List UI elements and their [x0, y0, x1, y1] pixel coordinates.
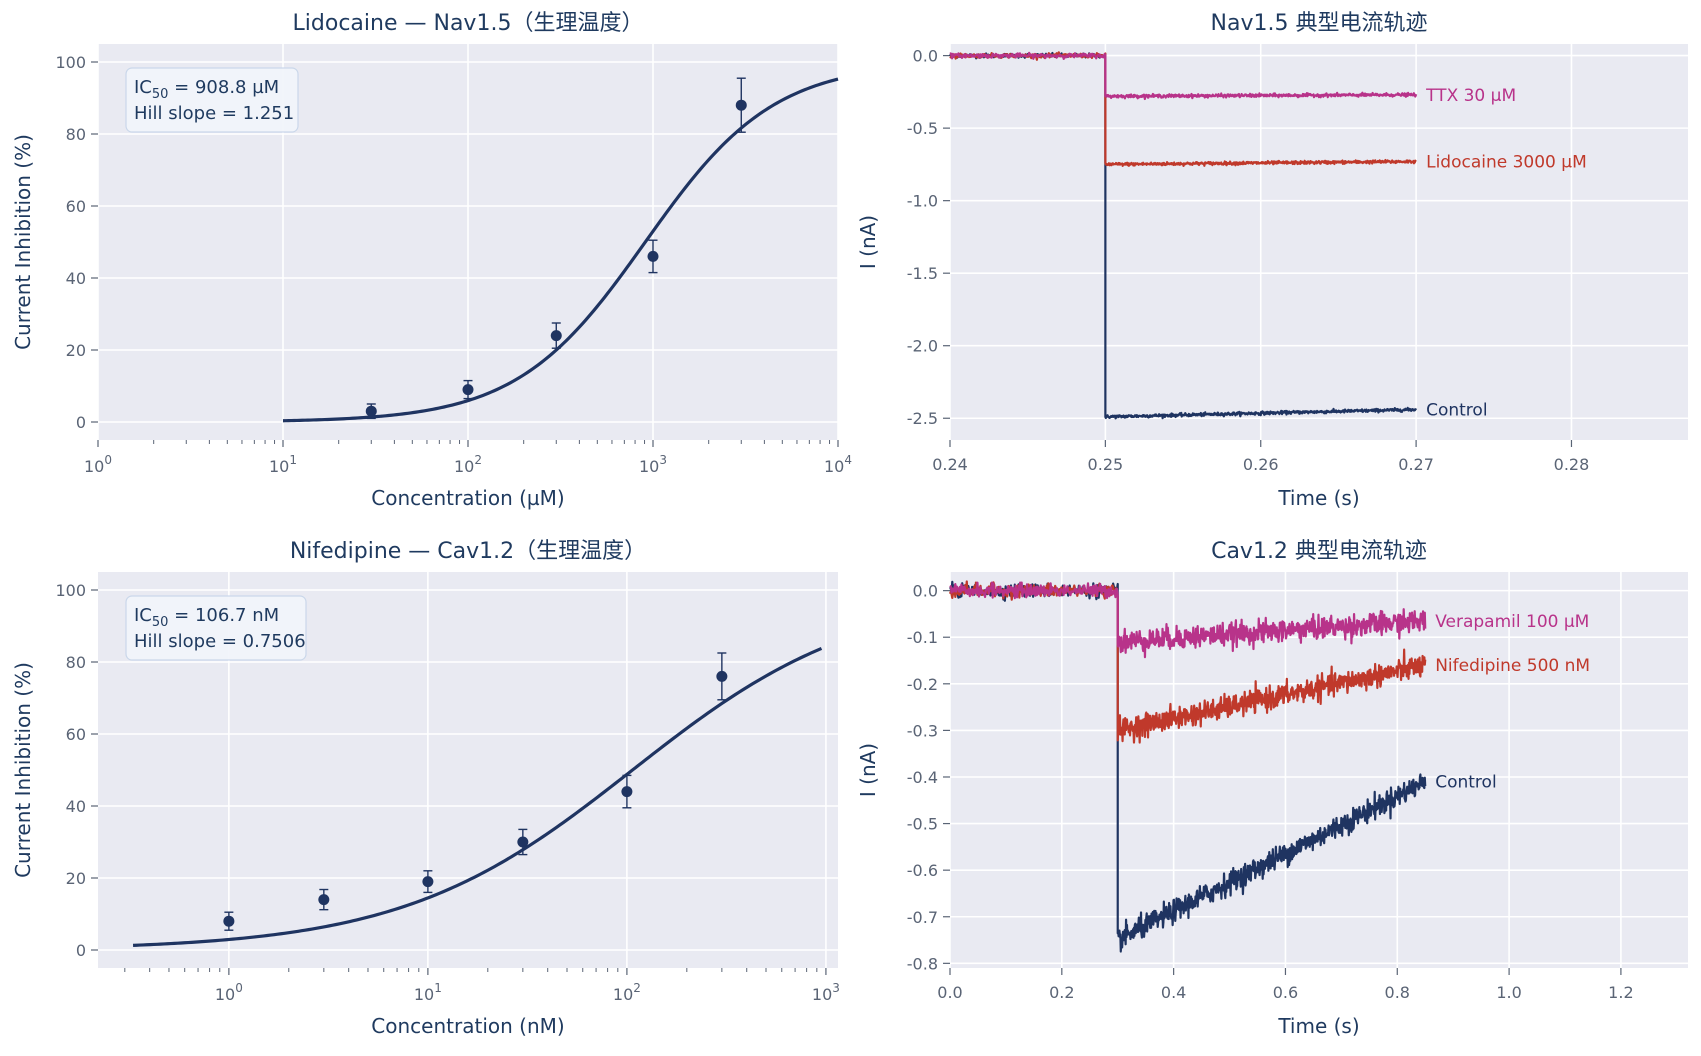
series-label: Control	[1435, 773, 1496, 793]
y-tick-label: -0.4	[907, 768, 938, 787]
annotation-box	[125, 595, 307, 661]
y-tick-label: 20	[66, 341, 86, 360]
series-label: TTX 30 µM	[1425, 86, 1516, 106]
trace-magenta	[949, 581, 1427, 659]
x-tick-label: 1.0	[1496, 983, 1521, 1002]
y-tick-label: -1.0	[907, 192, 938, 211]
y-tick-label: -0.7	[907, 908, 938, 927]
x-axis-label: Time (s)	[1277, 1014, 1359, 1038]
ic50-text: IC50 = 908.8 µM	[134, 77, 279, 102]
x-tick-label: 0.2	[1049, 983, 1074, 1002]
y-tick-label: 0	[76, 941, 86, 960]
x-tick-label: 0.28	[1554, 455, 1590, 474]
trace-magenta	[949, 51, 1418, 101]
y-tick-label: 40	[66, 797, 86, 816]
data-point	[647, 250, 659, 262]
data-point	[550, 330, 562, 342]
chart-title: Cav1.2 典型电流轨迹	[1211, 539, 1427, 564]
fit-curve	[282, 77, 839, 423]
x-tick-label: 103	[639, 453, 667, 476]
y-tick-label: 60	[66, 725, 86, 744]
hill-slope-text: Hill slope = 0.7506	[134, 631, 306, 652]
x-tick-label: 0.24	[932, 455, 968, 474]
data-point	[318, 894, 330, 906]
y-axis-label: I (nA)	[856, 743, 880, 797]
y-axis-label: Current Inhibition (%)	[11, 662, 35, 878]
chart-panel-4: 0.0 0.2 0.4 0.6 0.8 1.0 1.2 0.0 -0.1 -0.2 -0.3 -0.4…	[856, 539, 1688, 1038]
x-axis-label: Time (s)	[1277, 486, 1359, 510]
series-label: Verapamil 100 µM	[1435, 612, 1589, 632]
chart-title: Nifedipine — Cav1.2（生理温度）	[290, 539, 646, 564]
y-axis-label: I (nA)	[856, 215, 880, 269]
x-tick-label: 102	[454, 453, 482, 476]
ic50-text: IC50 = 106.7 nM	[134, 605, 279, 630]
data-point	[365, 405, 377, 417]
trace-red	[949, 51, 1417, 167]
chart-title: Lidocaine — Nav1.5（生理温度）	[293, 11, 644, 36]
y-tick-label: 80	[66, 125, 86, 144]
x-tick-label: 0.26	[1243, 455, 1279, 474]
x-tick-label: 0.27	[1398, 455, 1434, 474]
data-point	[223, 915, 235, 927]
y-tick-label: -2.5	[907, 409, 938, 428]
chart-panel-1: 100 101 102 103 104 0 20 40 60 80 100 Lidocaine — N…	[11, 11, 852, 510]
chart-title: Nav1.5 典型电流轨迹	[1211, 11, 1428, 36]
y-tick-label: -0.1	[907, 628, 938, 647]
hill-slope-text: Hill slope = 1.251	[134, 103, 294, 124]
x-axis-label: Concentration (µM)	[371, 486, 564, 510]
x-tick-label: 0.8	[1385, 983, 1410, 1002]
x-tick-label: 0.0	[937, 983, 962, 1002]
data-point	[735, 99, 747, 111]
x-tick-label: 104	[824, 453, 852, 476]
y-tick-label: 0.0	[913, 582, 938, 601]
y-tick-label: 20	[66, 869, 86, 888]
x-tick-label: 0.6	[1273, 983, 1298, 1002]
y-tick-label: -0.6	[907, 861, 938, 880]
y-tick-label: 0.0	[913, 47, 938, 66]
x-tick-label: 103	[812, 981, 840, 1004]
x-tick-label: 100	[84, 453, 112, 476]
annotation-box	[125, 67, 299, 133]
chart-panel-3: 100 101 102 103 0 20 40 60 80 100 Nifedipine — Cav…	[11, 539, 840, 1038]
data-point	[422, 876, 434, 888]
y-tick-label: -0.3	[907, 721, 938, 740]
x-tick-label: 101	[414, 981, 442, 1004]
fit-curve	[132, 646, 823, 947]
x-tick-label: 0.4	[1161, 983, 1186, 1002]
plot-area	[950, 44, 1688, 440]
y-tick-label: -2.0	[907, 337, 938, 356]
series-label: Nifedipine 500 nM	[1435, 656, 1590, 676]
x-tick-label: 101	[269, 453, 297, 476]
y-tick-label: 100	[55, 581, 86, 600]
y-tick-label: 40	[66, 269, 86, 288]
y-tick-label: -0.5	[907, 119, 938, 138]
y-tick-label: 100	[55, 53, 86, 72]
chart-panel-2: 0.24 0.25 0.26 0.27 0.28 0.0 -0.5 -1.0 -1.5 -2.0 -…	[856, 11, 1688, 510]
x-axis-label: Concentration (nM)	[371, 1014, 564, 1038]
series-label: Control	[1426, 401, 1487, 421]
data-point	[517, 836, 529, 848]
y-axis-label: Current Inhibition (%)	[11, 134, 35, 350]
y-tick-label: -0.2	[907, 675, 938, 694]
x-tick-label: 1.2	[1608, 983, 1633, 1002]
series-label: Lidocaine 3000 µM	[1426, 152, 1587, 172]
x-tick-label: 102	[613, 981, 641, 1004]
data-point	[716, 670, 728, 682]
y-tick-label: -1.5	[907, 264, 938, 283]
data-point	[621, 786, 633, 798]
data-point	[462, 384, 474, 396]
y-tick-label: -0.5	[907, 815, 938, 834]
x-tick-label: 0.25	[1088, 455, 1124, 474]
y-tick-label: -0.8	[907, 954, 938, 973]
x-tick-label: 100	[215, 981, 243, 1004]
y-tick-label: 80	[66, 653, 86, 672]
y-tick-label: 60	[66, 197, 86, 216]
y-tick-label: 0	[76, 413, 86, 432]
